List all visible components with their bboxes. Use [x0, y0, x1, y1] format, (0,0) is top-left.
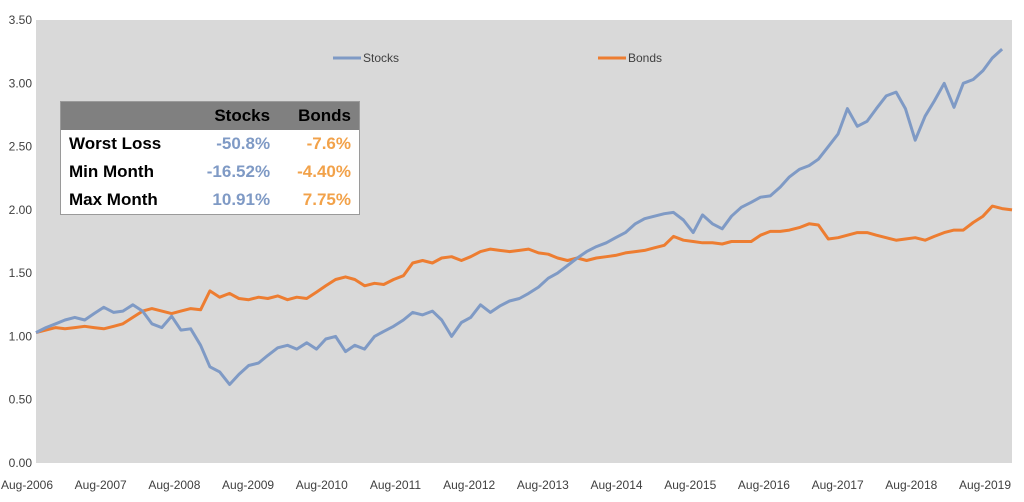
x-tick-label: Aug-2016 — [738, 478, 790, 492]
x-tick-label: Aug-2008 — [148, 478, 200, 492]
stats-stocks-value: -16.52% — [206, 162, 271, 181]
stats-header-bonds: Bonds — [278, 101, 360, 130]
stats-row-worst-loss: Worst Loss -50.8% -7.6% — [61, 130, 360, 158]
stats-bonds-value: 7.75% — [302, 190, 351, 209]
stats-row-label: Worst Loss — [69, 134, 162, 153]
y-tick-label: 3.00 — [9, 76, 33, 90]
x-tick-label: Aug-2010 — [296, 478, 348, 492]
series-line-bonds — [35, 204, 1013, 335]
x-tick-label: Aug-2006 — [1, 478, 53, 492]
series-line-stocks — [35, 47, 1004, 386]
stats-bonds-value: -4.40% — [297, 162, 351, 181]
x-tick-label: Aug-2013 — [517, 478, 569, 492]
x-tick-label: Aug-2011 — [370, 478, 421, 492]
y-tick-label: 1.50 — [9, 266, 33, 280]
stats-header-stocks: Stocks — [186, 101, 279, 130]
y-tick-label: 0.00 — [9, 456, 33, 470]
y-tick-label: 2.50 — [9, 140, 33, 154]
stats-row-min-month: Min Month -16.52% -4.40% — [61, 158, 360, 186]
stats-table-header: Stocks Bonds — [60, 101, 360, 130]
y-tick-label: 0.50 — [9, 393, 33, 407]
y-tick-label: 1.00 — [9, 329, 33, 343]
x-tick-label: Aug-2018 — [885, 478, 937, 492]
legend: Stocks Bonds — [333, 51, 662, 65]
x-tick-label: Aug-2019 — [959, 478, 1011, 492]
legend-label-stocks: Stocks — [363, 51, 399, 65]
x-tick-label: Aug-2014 — [591, 478, 643, 492]
y-tick-label: 2.00 — [9, 203, 33, 217]
stats-row-label: Min Month — [69, 162, 154, 181]
stats-bonds-value: -7.6% — [306, 134, 351, 153]
stats-stocks-value: -50.8% — [216, 134, 271, 153]
y-tick-label: 3.50 — [9, 13, 33, 27]
y-axis-ticks: 0.00 0.50 1.00 1.50 2.00 2.50 3.00 3.50 — [9, 13, 33, 470]
legend-label-bonds: Bonds — [628, 51, 662, 65]
x-tick-label: Aug-2007 — [75, 478, 127, 492]
stats-stocks-value: 10.91% — [212, 190, 271, 209]
x-tick-label: Aug-2009 — [222, 478, 274, 492]
x-tick-label: Aug-2015 — [664, 478, 716, 492]
stats-table: Stocks Bonds Worst Loss -50.8% -7.6% Min… — [60, 101, 360, 215]
x-tick-label: Aug-2012 — [443, 478, 495, 492]
stats-row-label: Max Month — [69, 190, 158, 209]
stats-row-max-month: Max Month 10.91% 7.75% — [61, 186, 360, 215]
series-layer — [35, 47, 1013, 386]
plot-area — [36, 20, 1012, 463]
x-axis-ticks: Aug-2006 Aug-2007 Aug-2008 Aug-2009 Aug-2010… — [1, 478, 1011, 492]
x-tick-label: Aug-2017 — [812, 478, 864, 492]
stats-header-blank — [60, 101, 187, 130]
